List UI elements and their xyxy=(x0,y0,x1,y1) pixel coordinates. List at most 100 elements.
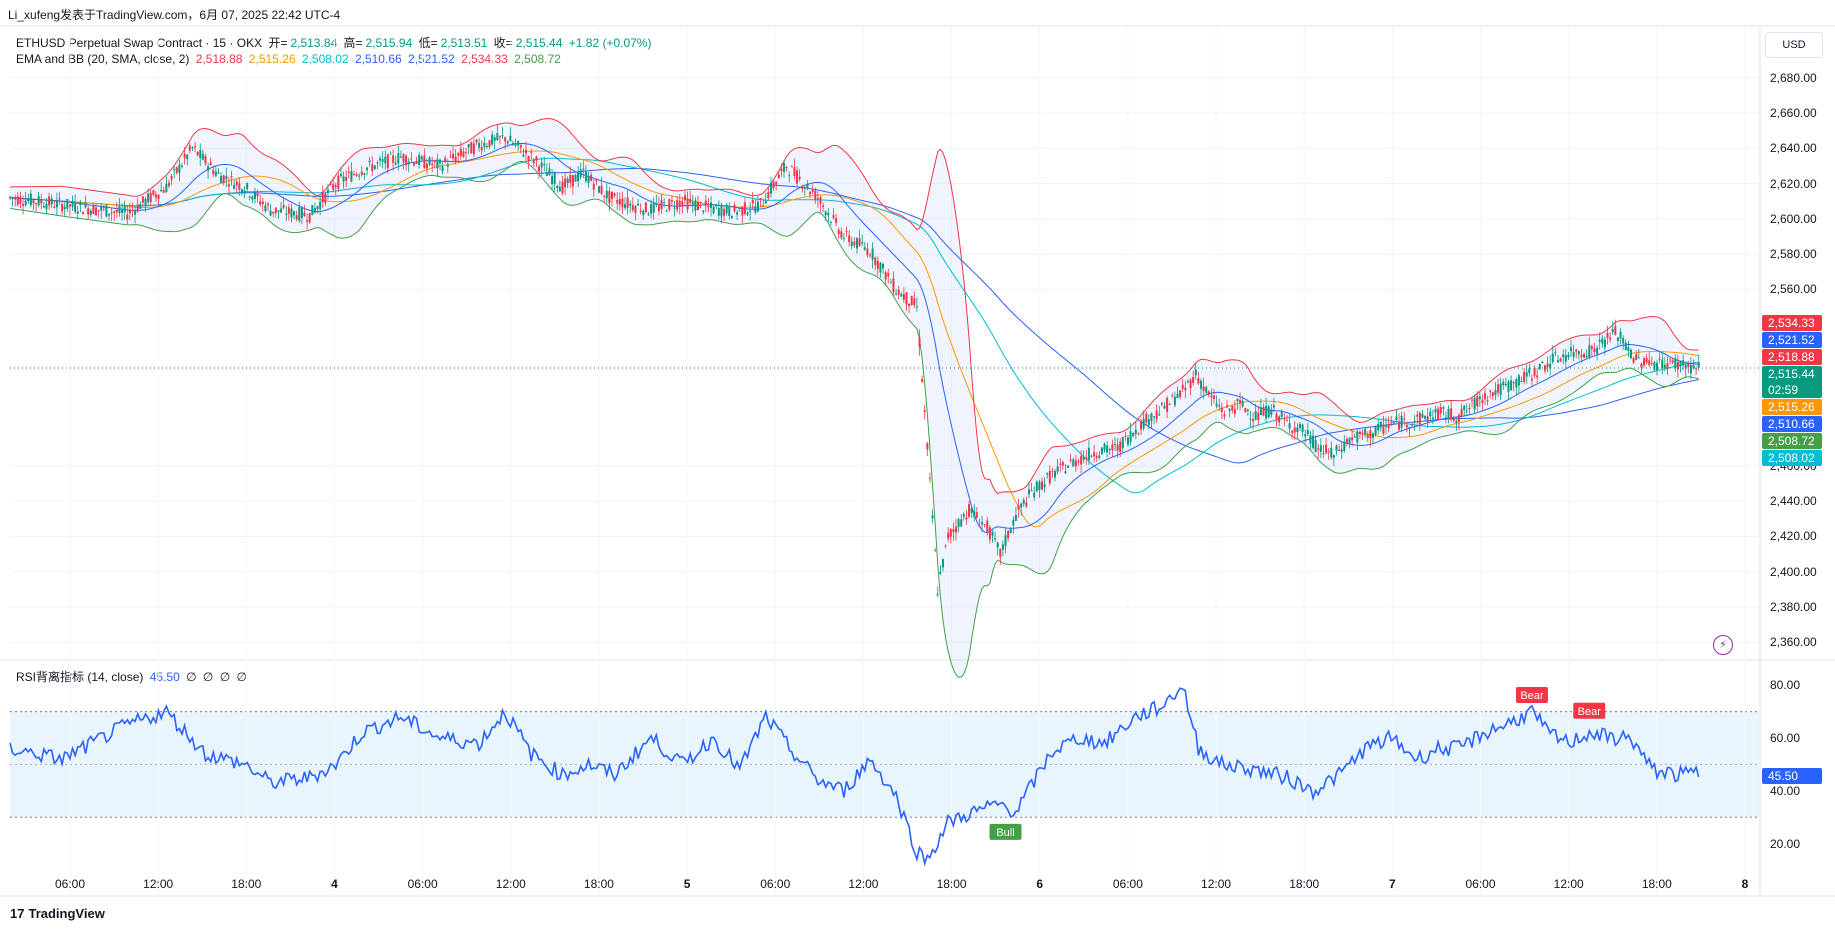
candle-body xyxy=(1669,359,1672,361)
candle-body xyxy=(178,164,181,173)
candle-body xyxy=(553,173,556,184)
symbol-legend: ETHUSD Perpetual Swap Contract · 15 · OK… xyxy=(16,34,654,51)
candle-body xyxy=(1160,402,1163,405)
candle-body xyxy=(1252,419,1255,422)
candle-body xyxy=(1043,484,1046,488)
candle-body xyxy=(832,215,835,219)
candle-body xyxy=(63,206,66,210)
candle-body xyxy=(459,148,462,156)
candle-body xyxy=(345,177,348,181)
candle-body xyxy=(285,213,288,215)
candle-body xyxy=(970,508,973,513)
lightning-icon[interactable]: ⚡ xyxy=(1713,635,1733,655)
candle-body xyxy=(381,159,384,162)
candle-body xyxy=(1661,359,1664,369)
candle-body xyxy=(293,211,296,216)
candle-body xyxy=(311,205,314,216)
time-tick-label: 12:00 xyxy=(1553,877,1584,891)
candle-body xyxy=(829,221,832,223)
candle-body xyxy=(1267,406,1270,418)
candle-body xyxy=(871,248,874,260)
candle-body xyxy=(545,171,548,176)
candle-body xyxy=(493,137,496,141)
candle-body xyxy=(983,524,986,526)
candle-body xyxy=(618,199,621,205)
candle-body xyxy=(1614,326,1617,335)
candle-body xyxy=(842,237,845,239)
candle-body xyxy=(1025,502,1028,507)
candle-body xyxy=(605,190,608,199)
candle-body xyxy=(1502,381,1505,386)
price-tag: 2,534.33 xyxy=(1762,315,1822,331)
candle-body xyxy=(92,204,95,215)
candle-body xyxy=(1523,371,1526,382)
candle-body xyxy=(240,189,243,193)
candle-body xyxy=(796,170,799,184)
candle-body xyxy=(600,185,603,194)
signal-badge xyxy=(1515,686,1548,703)
candle-body xyxy=(1142,419,1145,429)
time-tick-label: 06:00 xyxy=(760,877,791,891)
candle-body xyxy=(491,134,494,145)
candle-body xyxy=(272,211,275,214)
candle-body xyxy=(115,209,118,213)
candle-body xyxy=(1666,363,1669,370)
candle-body xyxy=(402,154,405,163)
candle-body xyxy=(934,550,937,552)
currency-button[interactable]: USD xyxy=(1765,32,1823,58)
ema-bb-label[interactable]: EMA and BB (20, SMA, close, 2) xyxy=(16,52,190,66)
candle-body xyxy=(1194,369,1197,376)
bb-upper-2-value: 2,534.33 xyxy=(461,52,508,66)
candle-body xyxy=(353,174,355,176)
candle-body xyxy=(1027,489,1030,495)
candle-body xyxy=(274,207,277,214)
candle-body xyxy=(1629,349,1632,359)
ema-50-line xyxy=(9,150,1699,528)
high-value: 2,515.94 xyxy=(365,36,413,50)
candle-body xyxy=(87,208,90,215)
candle-body xyxy=(736,212,739,215)
candle-body xyxy=(1241,400,1244,407)
candle-body xyxy=(1001,544,1004,550)
candle-body xyxy=(379,158,382,161)
candle-body xyxy=(53,206,56,208)
candle-body xyxy=(1499,383,1502,395)
candle-body xyxy=(751,199,754,204)
time-tick-label: 18:00 xyxy=(231,877,262,891)
candle-body xyxy=(915,305,918,308)
candle-body xyxy=(511,142,514,145)
candle-body xyxy=(1309,435,1312,444)
candle-body xyxy=(816,198,819,200)
candle-body xyxy=(1022,500,1025,504)
footer-brand[interactable]: 17 TradingView xyxy=(10,906,105,921)
candle-body xyxy=(45,203,48,209)
candle-body xyxy=(1244,408,1247,412)
candle-body xyxy=(14,197,17,200)
candle-body xyxy=(866,248,869,255)
candle-body xyxy=(1598,339,1601,342)
candle-body xyxy=(1098,455,1101,458)
symbol-name[interactable]: ETHUSD Perpetual Swap Contract · 15 · OK… xyxy=(16,36,263,50)
candle-body xyxy=(621,198,624,208)
candle-body xyxy=(1549,363,1552,369)
candle-body xyxy=(431,163,434,166)
candle-body xyxy=(670,200,673,202)
candle-body xyxy=(1197,378,1200,384)
candle-body xyxy=(902,294,905,300)
candle-body xyxy=(1364,428,1367,435)
price-tick-label: 2,660.00 xyxy=(1770,105,1817,120)
candle-body xyxy=(227,184,230,187)
time-tick-label: 6 xyxy=(1036,877,1044,891)
price-tag: 2,508.02 xyxy=(1762,450,1822,466)
publisher-bar: Li_xufeng发表于TradingView.com，6月 07, 2025 … xyxy=(0,0,1835,26)
candle-body xyxy=(439,159,441,164)
price-tick-label: 2,400.00 xyxy=(1770,564,1817,579)
candle-body xyxy=(783,163,785,172)
candle-body xyxy=(730,215,733,219)
candle-body xyxy=(994,538,997,540)
candle-body xyxy=(988,527,991,540)
candle-body xyxy=(157,194,160,200)
rsi-label[interactable]: RSI背离指标 (14, close) xyxy=(16,670,144,684)
candle-body xyxy=(1536,375,1539,378)
